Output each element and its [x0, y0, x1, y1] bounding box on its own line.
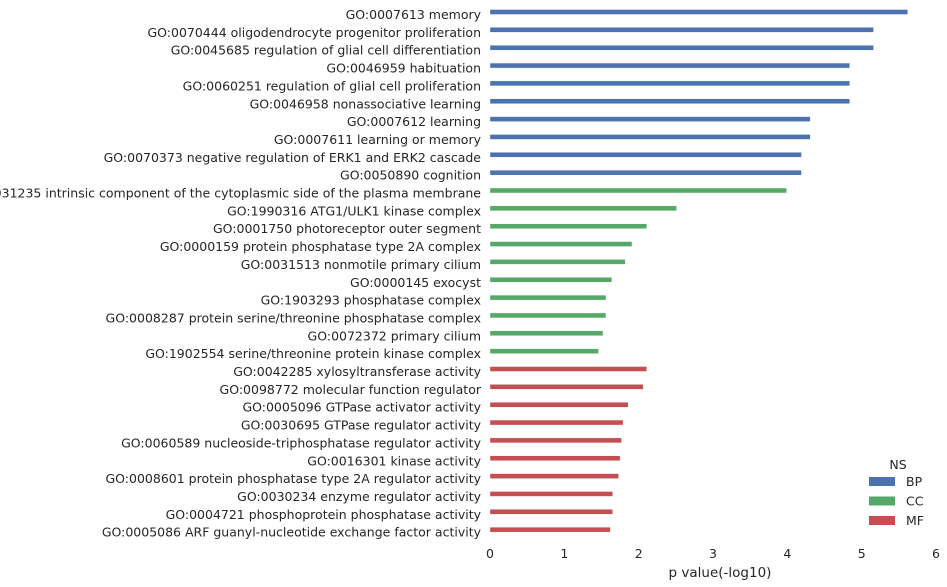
bar-bp — [489, 80, 850, 87]
bar-cc — [489, 205, 677, 212]
category-label: GO:0001750 photoreceptor outer segment — [213, 221, 481, 236]
category-label: GO:0007613 memory — [346, 7, 482, 22]
bar-mf — [489, 402, 629, 408]
bar-cc — [489, 277, 613, 283]
category-label: GO:0046958 nonassociative learning — [250, 96, 481, 111]
bar-bp — [489, 9, 908, 15]
category-label: GO:0050890 cognition — [340, 168, 481, 183]
bar-cc — [489, 259, 626, 265]
bar-cc — [489, 187, 787, 194]
bar-mf — [489, 509, 613, 515]
category-label: GO:0030695 GTPase regulator activity — [241, 418, 482, 433]
category-label: GO:0042285 xylosyltransferase activity — [233, 364, 481, 379]
category-label: GO:0000145 exocyst — [350, 275, 481, 290]
bar-bp — [489, 169, 802, 176]
category-label: GO:0045685 regulation of glial cell diff… — [171, 43, 481, 58]
legend-label-cc: CC — [906, 494, 924, 509]
bar-cc — [489, 312, 607, 319]
bar-bp — [489, 27, 874, 33]
bar-bp — [489, 45, 874, 51]
category-label: GO:0008601 protein phosphatase type 2A r… — [106, 471, 482, 486]
category-label: GO:0030234 enzyme regulator activity — [237, 489, 481, 504]
category-label: GO:0004721 phosphoprotein phosphatase ac… — [166, 507, 482, 522]
legend-label-bp: BP — [906, 474, 923, 489]
bar-bp — [489, 116, 811, 122]
x-tick-label: 0 — [486, 546, 494, 561]
category-label: GO:1903293 phosphatase complex — [261, 293, 481, 308]
bar-mf — [489, 526, 611, 533]
category-label: GO:0031235 intrinsic component of the cy… — [0, 186, 481, 201]
category-label: GO:0000159 protein phosphatase type 2A c… — [160, 239, 481, 254]
bar-bp — [489, 134, 811, 140]
legend-swatch-bp — [869, 477, 895, 486]
bar-cc — [489, 241, 633, 247]
bar-cc — [489, 223, 648, 229]
bar-mf — [489, 366, 648, 372]
category-label: GO:0060251 regulation of glial cell prol… — [183, 78, 481, 93]
legend-title: NS — [889, 457, 906, 472]
bar-mf — [489, 384, 644, 390]
category-labels: GO:0007613 memory GO:0070444 oligodendroc… — [0, 7, 482, 540]
x-tick-label: 4 — [783, 546, 791, 561]
category-label: GO:0072372 primary cilium — [308, 328, 481, 343]
category-label: GO:0060589 nucleoside-triphosphatase reg… — [121, 435, 481, 450]
bar-mf — [489, 419, 624, 426]
legend: NS BP CC MF — [869, 457, 924, 528]
bar-cc — [489, 348, 599, 354]
x-tick-label: 2 — [635, 546, 643, 561]
category-label: GO:0031513 nonmotile primary cilium — [241, 257, 481, 272]
x-tick-label: 5 — [858, 546, 866, 561]
bar-mf — [489, 455, 621, 461]
x-axis-ticks: 0 1 2 3 4 5 6 — [486, 546, 940, 561]
category-label: GO:0046959 habituation — [326, 61, 481, 76]
bar-bp — [489, 152, 802, 158]
bar-bp — [489, 98, 850, 104]
legend-swatch-cc — [869, 496, 895, 506]
bar-cc — [489, 330, 604, 336]
bar-cc — [489, 294, 607, 301]
category-label: GO:0070444 oligodendrocyte progenitor pr… — [147, 25, 481, 40]
category-label: GO:0005086 ARF guanyl-nucleotide exchang… — [102, 525, 482, 540]
category-label: GO:0016301 kinase activity — [307, 453, 481, 468]
bar-mf — [489, 491, 613, 497]
legend-entries: BP CC MF — [869, 474, 924, 528]
category-label: GO:0070373 negative regulation of ERK1 a… — [104, 150, 482, 165]
bar-mf — [489, 473, 619, 479]
x-tick-label: 3 — [709, 546, 717, 561]
legend-swatch-mf — [869, 516, 895, 525]
category-label: GO:1902554 serine/threonine protein kina… — [145, 346, 481, 361]
category-label: GO:0007612 learning — [347, 114, 481, 129]
legend-label-mf: MF — [906, 513, 924, 528]
bars-layer — [489, 9, 908, 533]
bar-mf — [489, 437, 622, 444]
bar-bp — [489, 62, 850, 69]
x-tick-label: 6 — [932, 546, 940, 561]
category-label: GO:0005096 GTPase activator activity — [242, 400, 481, 415]
x-tick-label: 1 — [560, 546, 568, 561]
category-label: GO:0098772 molecular function regulator — [220, 382, 482, 397]
x-axis-label: p value(-log10) — [669, 565, 772, 581]
category-label: GO:0007611 learning or memory — [274, 132, 482, 147]
category-label: GO:1990316 ATG1/ULK1 kinase complex — [227, 203, 481, 218]
category-label: GO:0008287 protein serine/threonine phos… — [106, 310, 481, 325]
